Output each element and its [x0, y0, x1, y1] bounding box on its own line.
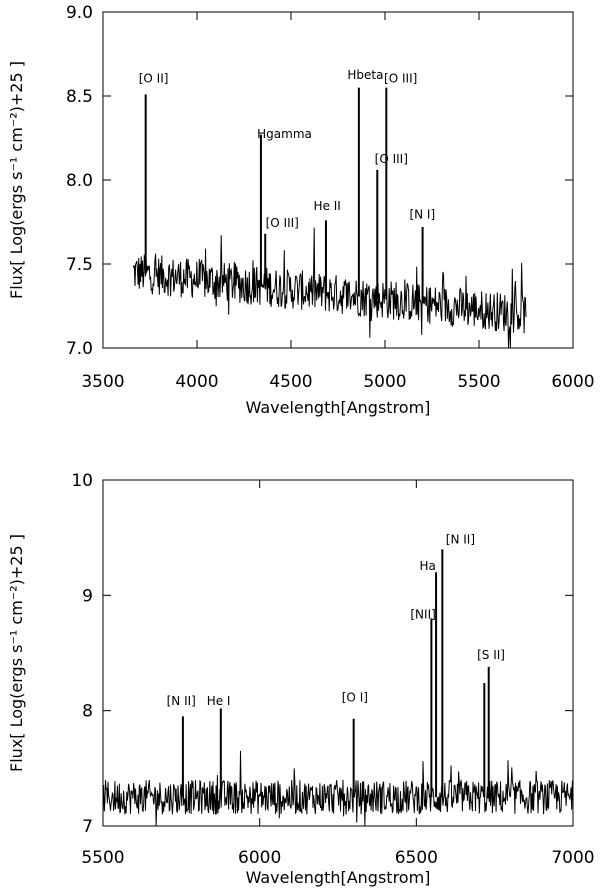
bottom-x-axis-label: Wavelength[Angstrom] [246, 868, 431, 887]
bottom-y-axis-label: Flux[ Log(ergs s⁻¹ cm⁻²)+25 ] [7, 534, 26, 772]
line-annotation: [O III] [384, 72, 417, 86]
x-tick-label: 5000 [363, 372, 406, 392]
line-annotation: [O III] [375, 152, 408, 166]
line-annotation: Ha [419, 559, 435, 573]
y-tick-label: 7.0 [66, 339, 93, 359]
x-tick-label: 5500 [81, 848, 124, 868]
y-tick-label: 7 [82, 817, 93, 837]
x-tick-label: 6000 [238, 848, 281, 868]
line-annotation: [N I] [409, 208, 435, 222]
line-annotation: [O I] [342, 690, 368, 704]
top-spectrum-panel: 3500 4000 4500 5000 5500 6000 7.0 7.5 8.0 8.5 9.0… [7, 3, 595, 417]
continuum-trace [102, 750, 574, 827]
y-tick-label: 10 [71, 471, 93, 491]
x-tick-label: 4000 [175, 372, 218, 392]
y-tick-label: 8.0 [66, 171, 93, 191]
line-annotation: [N II] [446, 532, 475, 546]
top-y-axis-label: Flux[ Log(ergs s⁻¹ cm⁻²)+25 ] [7, 61, 26, 299]
y-tick-label: 9.0 [66, 3, 93, 23]
y-tick-label: 8 [82, 702, 93, 722]
line-annotation: [NII] [410, 607, 435, 621]
y-tick-label: 8.5 [66, 87, 93, 107]
line-annotation: He I [207, 694, 231, 708]
top-x-axis-label: Wavelength[Angstrom] [246, 398, 431, 417]
line-annotation: He II [314, 199, 341, 213]
bottom-spectrum-panel: 5500 6000 6500 7000 7 8 9 10 [N II] He I [O I] Ha… [7, 471, 595, 887]
x-tick-label: 6500 [395, 848, 438, 868]
continuum-trace [132, 227, 527, 349]
x-tick-label: 3500 [81, 372, 124, 392]
line-annotation: Hgamma [257, 127, 312, 141]
line-annotation: Hbeta [347, 68, 383, 82]
top-plot-frame [102, 11, 574, 349]
y-tick-label: 7.5 [66, 255, 93, 275]
y-tick-label: 9 [82, 586, 93, 606]
x-tick-label: 7000 [551, 848, 594, 868]
line-annotation: [N II] [167, 694, 196, 708]
x-tick-label: 6000 [551, 372, 594, 392]
x-tick-label: 4500 [269, 372, 312, 392]
line-annotation: [O II] [139, 72, 169, 86]
line-annotation: [O III] [266, 216, 299, 230]
x-tick-label: 5500 [457, 372, 500, 392]
bottom-plot-frame [102, 479, 574, 827]
line-annotation: [S II] [477, 648, 505, 662]
